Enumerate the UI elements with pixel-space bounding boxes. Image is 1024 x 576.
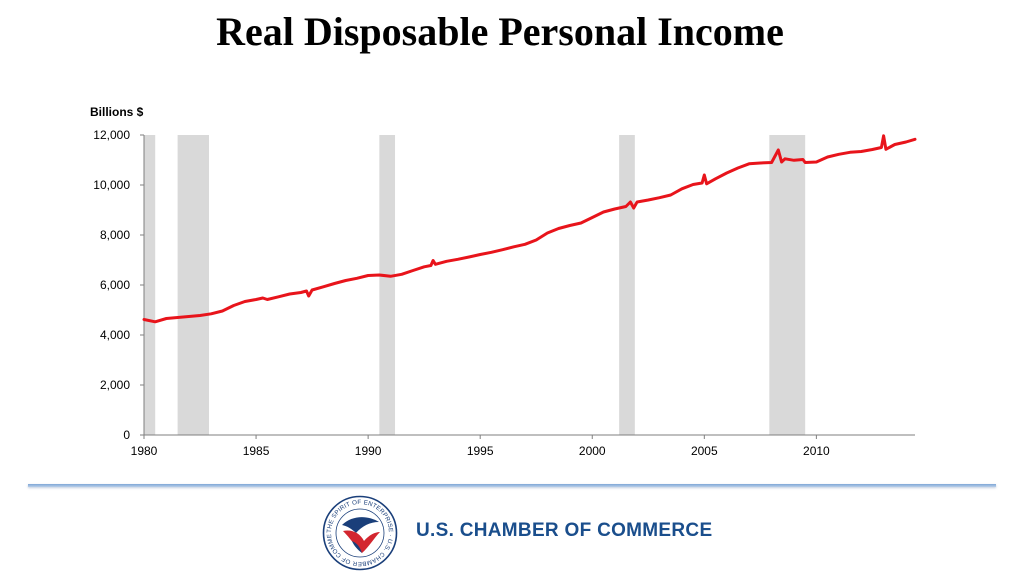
y-tick-label: 12,000 [93,128,130,142]
recession-band-2 [379,135,396,435]
recession-bands [144,135,806,435]
series-line-0 [142,134,917,324]
x-tick-label: 2005 [691,444,718,458]
eagle-seal-icon: THE SPIRIT OF ENTERPRISE · U.S. CHAMBER … [322,495,398,571]
brand-wordmark: U.S. CHAMBER OF COMMERCE [416,520,713,541]
y-tick-label: 2,000 [100,378,130,392]
x-tick-label: 2010 [803,444,830,458]
page-title: Real Disposable Personal Income [216,9,784,54]
series-line-layer [142,134,917,324]
x-tick-label: 2000 [579,444,606,458]
recession-band-3 [619,135,635,435]
x-tick-label: 1980 [131,444,158,458]
y-tick-label: 4,000 [100,328,130,342]
recession-band-0 [144,135,156,435]
y-tick-label: 8,000 [100,228,130,242]
chart-axes: 0 2,000 4,000 6,000 8,000 10,000 12,000 1980 198… [93,128,915,458]
x-tick-label: 1990 [355,444,382,458]
y-tick-label: 10,000 [93,178,130,192]
income-line-chart: Billions $ 0 2,000 4,000 6,000 8,000 10,000 12… [90,105,917,458]
footer-divider [28,484,996,487]
y-axis-label: Billions $ [90,105,144,119]
recession-band-4 [769,135,806,435]
recession-band-1 [177,135,209,435]
x-tick-label: 1985 [243,444,270,458]
x-tick-label: 1995 [467,444,494,458]
y-tick-label: 6,000 [100,278,130,292]
y-tick-label: 0 [123,428,130,442]
